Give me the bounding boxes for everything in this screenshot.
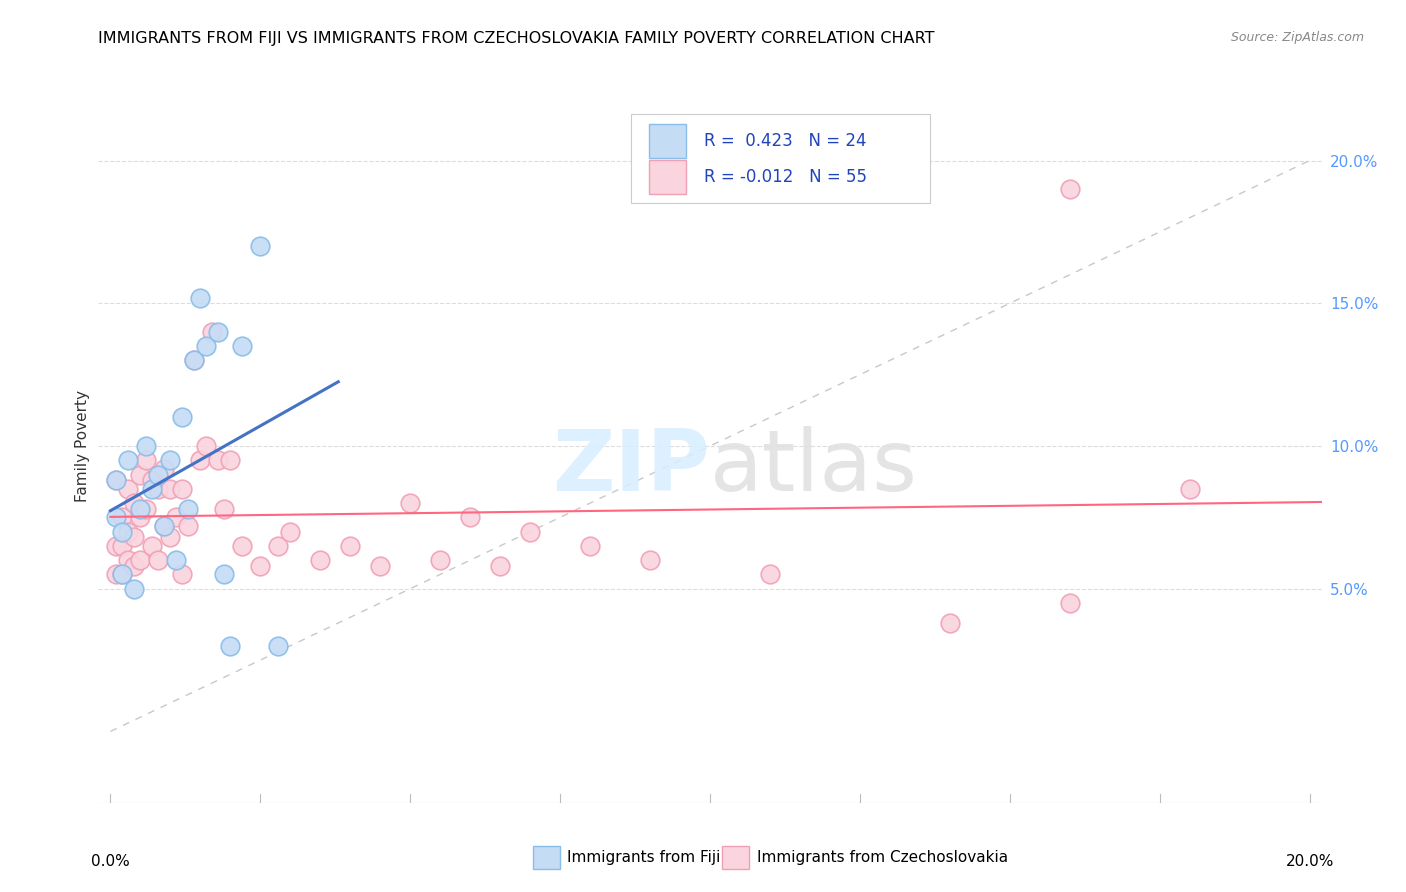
Point [159,482,181,496]
Point [135,501,157,516]
Point [177,519,200,533]
Point [183,353,205,368]
Point [141,539,163,553]
Point [214,501,236,516]
Point [117,482,139,496]
Point [129,510,152,524]
Point [172,567,194,582]
Point [111,524,134,539]
Point [309,553,332,567]
Point [368,558,391,573]
Text: Immigrants from Czechoslovakia: Immigrants from Czechoslovakia [756,850,1008,865]
Point [105,539,128,553]
Point [195,439,218,453]
Text: atlas: atlas [710,425,918,509]
Point [1059,182,1081,196]
Point [153,519,176,533]
Point [429,553,451,567]
Point [339,539,361,553]
Point [117,553,139,567]
Text: Immigrants from Fiji: Immigrants from Fiji [567,850,720,865]
Point [489,558,512,573]
Text: 20.0%: 20.0% [1285,855,1334,869]
Point [249,239,271,253]
Text: R = -0.012   N = 55: R = -0.012 N = 55 [704,168,868,186]
Point [141,482,163,496]
Point [1178,482,1201,496]
FancyBboxPatch shape [630,114,931,203]
Point [153,462,176,476]
Point [105,473,128,487]
Point [111,567,134,582]
Point [124,496,146,510]
Point [458,510,481,524]
Point [188,453,211,467]
Point [135,439,157,453]
Bar [533,847,560,869]
Text: 0.0%: 0.0% [91,855,129,869]
Point [177,501,200,516]
Point [165,553,187,567]
Point [124,558,146,573]
Point [1059,596,1081,610]
Point [231,339,253,353]
Point [148,482,170,496]
Point [172,410,194,425]
Point [124,530,146,544]
Point [159,530,181,544]
Point [129,467,152,482]
Text: R =  0.423   N = 24: R = 0.423 N = 24 [704,132,866,150]
Point [219,639,242,653]
Point [141,473,163,487]
Point [105,567,128,582]
Text: ZIP: ZIP [553,425,710,509]
Point [214,567,236,582]
Point [165,510,187,524]
Point [172,482,194,496]
Point [207,453,229,467]
Bar [650,124,686,158]
Point [135,453,157,467]
Point [231,539,253,553]
Point [111,567,134,582]
Point [519,524,541,539]
Y-axis label: Family Poverty: Family Poverty [75,390,90,502]
Point [148,553,170,567]
Point [201,325,224,339]
Point [188,291,211,305]
Point [249,558,271,573]
Point [759,567,782,582]
Point [159,453,181,467]
Text: IMMIGRANTS FROM FIJI VS IMMIGRANTS FROM CZECHOSLOVAKIA FAMILY POVERTY CORRELATIO: IMMIGRANTS FROM FIJI VS IMMIGRANTS FROM … [98,31,935,46]
Point [638,553,661,567]
Point [195,339,218,353]
Point [105,473,128,487]
Point [207,325,229,339]
Point [148,467,170,482]
Point [117,524,139,539]
Point [183,353,205,368]
Text: Source: ZipAtlas.com: Source: ZipAtlas.com [1230,31,1364,45]
Point [129,501,152,516]
Point [399,496,422,510]
Point [153,519,176,533]
Point [579,539,602,553]
Bar [650,160,686,194]
Point [939,615,962,630]
Point [124,582,146,596]
Point [278,524,301,539]
Point [105,510,128,524]
Point [111,510,134,524]
Point [267,539,290,553]
Point [117,453,139,467]
Bar [723,847,749,869]
Point [219,453,242,467]
Point [111,539,134,553]
Point [129,553,152,567]
Point [267,639,290,653]
